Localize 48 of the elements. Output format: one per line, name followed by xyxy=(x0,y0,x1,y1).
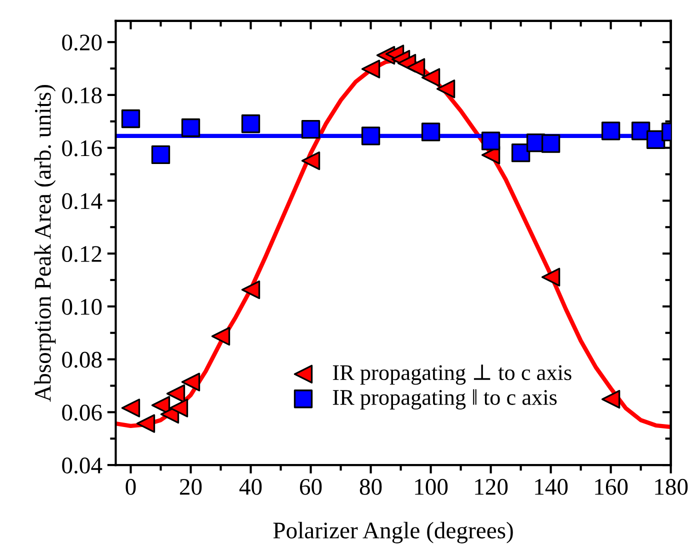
point xyxy=(241,114,260,134)
point xyxy=(301,151,320,170)
legend-label: IR propagating ⊥ to c axis xyxy=(332,364,572,385)
y-tick-label: 0.04 xyxy=(62,458,102,474)
y-tick-label: 0.16 xyxy=(62,140,102,156)
y-axis-title: Absorption Peak Area (arb. units) xyxy=(34,85,56,402)
x-tick-label: 160 xyxy=(595,478,628,495)
x-axis-title: Polarizer Angle (degrees) xyxy=(273,522,513,544)
y-tick-label: 0.20 xyxy=(62,34,102,51)
point xyxy=(301,120,320,139)
point xyxy=(211,326,230,346)
point xyxy=(361,60,380,78)
point xyxy=(511,144,530,162)
y-tick-label: 0.08 xyxy=(62,352,102,368)
point xyxy=(541,134,560,153)
point xyxy=(601,122,620,140)
point xyxy=(406,58,426,77)
x-tick-label: 100 xyxy=(415,478,448,495)
legend-label: IR propagating ‖ to c axis xyxy=(332,389,557,410)
point xyxy=(121,109,140,128)
x-tick-label: 0 xyxy=(126,478,136,495)
point xyxy=(181,372,200,392)
point xyxy=(136,414,156,433)
point xyxy=(436,80,456,98)
point xyxy=(541,268,560,286)
point xyxy=(181,118,200,138)
y-tick-label: 0.12 xyxy=(62,246,102,262)
x-tick-label: 20 xyxy=(180,478,202,495)
point xyxy=(151,145,170,164)
y-tick-label: 0.18 xyxy=(62,87,102,104)
x-tick-label: 140 xyxy=(535,478,568,495)
point xyxy=(481,132,500,150)
point xyxy=(166,384,186,404)
point xyxy=(121,398,140,418)
x-tick-label: 80 xyxy=(360,478,382,495)
point xyxy=(169,398,188,418)
x-tick-label: 180 xyxy=(655,478,688,495)
y-tick-label: 0.10 xyxy=(62,298,102,315)
point xyxy=(421,122,440,142)
x-tick-label: 40 xyxy=(239,478,262,495)
x-tick-label: 120 xyxy=(475,478,508,495)
x-tick-label: 60 xyxy=(300,478,322,495)
point xyxy=(421,68,440,87)
point xyxy=(361,126,380,146)
point xyxy=(601,390,620,409)
y-tick-label: 0.06 xyxy=(62,404,102,421)
point xyxy=(241,280,260,300)
y-tick-label: 0.14 xyxy=(62,193,102,210)
